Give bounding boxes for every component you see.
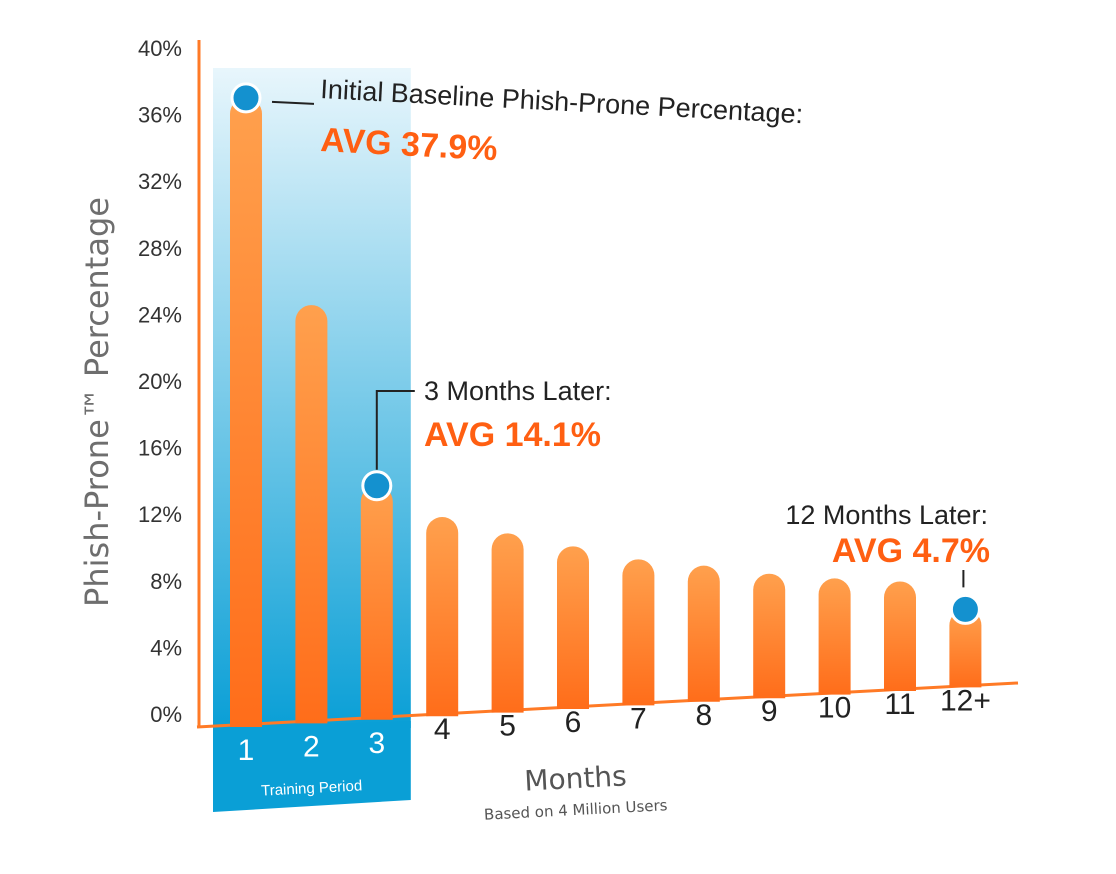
bar — [622, 559, 655, 706]
y-tick-label: 12% — [138, 502, 182, 527]
x-axis-label: Months — [524, 759, 628, 797]
bar — [360, 485, 393, 720]
x-tick-labels: 1 2 3 4 5 6 7 8 9 10 11 12+ — [238, 684, 991, 767]
x-tick-label: 1 — [238, 734, 255, 767]
x-tick-label: 7 — [630, 702, 647, 735]
y-tick-label: 32% — [138, 169, 182, 194]
chart-subtitle: Based on 4 Million Users — [484, 796, 669, 824]
x-tick-label: 4 — [434, 713, 451, 746]
y-tick-label: 20% — [138, 369, 182, 394]
x-tick-label: 10 — [818, 692, 851, 725]
annotation-title: 3 Months Later: — [424, 376, 612, 406]
bar — [818, 578, 851, 695]
annotation-value: AVG 14.1% — [424, 416, 601, 454]
x-tick-label: 2 — [303, 730, 320, 763]
y-axis-label: Phish-Prone™ Percentage — [78, 197, 116, 607]
x-tick-label: 11 — [884, 688, 915, 721]
x-tick-label: 9 — [761, 695, 778, 728]
annotation-value: AVG 37.9% — [320, 121, 499, 168]
x-tick-label: 6 — [565, 706, 582, 739]
y-tick-label: 4% — [150, 635, 182, 660]
y-tick-labels: 0% 4% 8% 12% 16% 20% 24% 28% 32% 36% 40% — [138, 36, 182, 727]
annotation-marker-dot — [361, 470, 393, 502]
y-tick-label: 40% — [138, 36, 182, 61]
bar — [491, 533, 524, 713]
y-tick-label: 36% — [138, 103, 182, 128]
band-label-box — [213, 721, 411, 812]
y-tick-label: 0% — [150, 702, 182, 727]
bar — [426, 517, 459, 717]
x-tick-label: 12+ — [940, 684, 991, 717]
y-tick-label: 8% — [150, 569, 182, 594]
bar — [230, 97, 262, 728]
x-tick-label: 3 — [368, 727, 385, 760]
bar — [295, 305, 328, 724]
bar — [557, 546, 589, 709]
y-tick-label: 24% — [138, 302, 182, 327]
x-axis-line — [196, 681, 1019, 729]
annotation-leader-line — [375, 390, 415, 470]
bar — [687, 565, 720, 702]
training-period-label: Training Period — [261, 777, 363, 799]
x-tick-label: 5 — [499, 710, 516, 743]
bars — [230, 97, 982, 728]
y-tick-label: 16% — [138, 436, 182, 461]
annotation-value: AVG 4.7% — [832, 532, 990, 570]
bar — [884, 581, 916, 691]
axes — [196, 40, 1019, 729]
bar — [949, 609, 982, 688]
annotation-marker-dot — [949, 593, 981, 625]
bar — [753, 573, 786, 699]
annotation-leader-line — [271, 100, 315, 105]
x-tick-label: 8 — [695, 699, 712, 732]
annotation-marker-dot — [230, 82, 262, 114]
annotation-title: 12 Months Later: — [785, 500, 988, 530]
y-tick-label: 28% — [138, 236, 182, 261]
